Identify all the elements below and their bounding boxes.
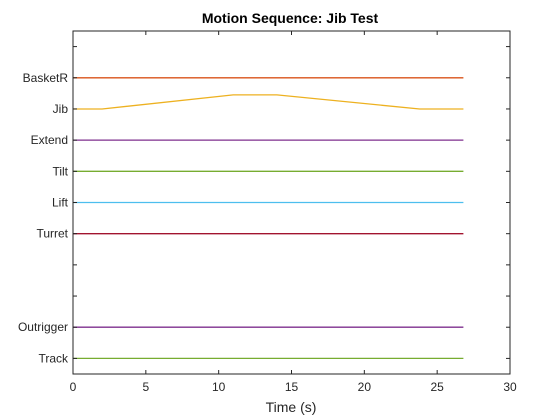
x-axis: 0 5 10 15 20 25 30 <box>70 31 517 394</box>
x-tick-label: 15 <box>285 380 299 394</box>
y-tick-label: Turret <box>36 227 68 241</box>
y-tick-label: Track <box>38 351 69 365</box>
y-tick-label: BasketR <box>23 71 69 85</box>
series-line-jib <box>73 94 464 110</box>
y-tick-label: Tilt <box>52 164 68 178</box>
x-tick-label: 10 <box>212 380 226 394</box>
x-tick-label: 0 <box>70 380 77 394</box>
series-layer <box>73 77 464 360</box>
y-tick-label: Extend <box>31 133 68 147</box>
x-tick-label: 5 <box>142 380 149 394</box>
y-axis: BasketR Jib Extend Tilt Lift Turret Outrigger T… <box>18 46 510 365</box>
y-tick-label: Outrigger <box>18 320 68 334</box>
x-tick-label: 20 <box>358 380 372 394</box>
y-tick-label: Jib <box>53 102 69 116</box>
x-tick-label: 25 <box>430 380 444 394</box>
chart-title: Motion Sequence: Jib Test <box>202 10 379 26</box>
x-tick-label: 30 <box>503 380 517 394</box>
y-tick-label: Lift <box>52 196 69 210</box>
x-axis-label: Time (s) <box>266 399 317 415</box>
